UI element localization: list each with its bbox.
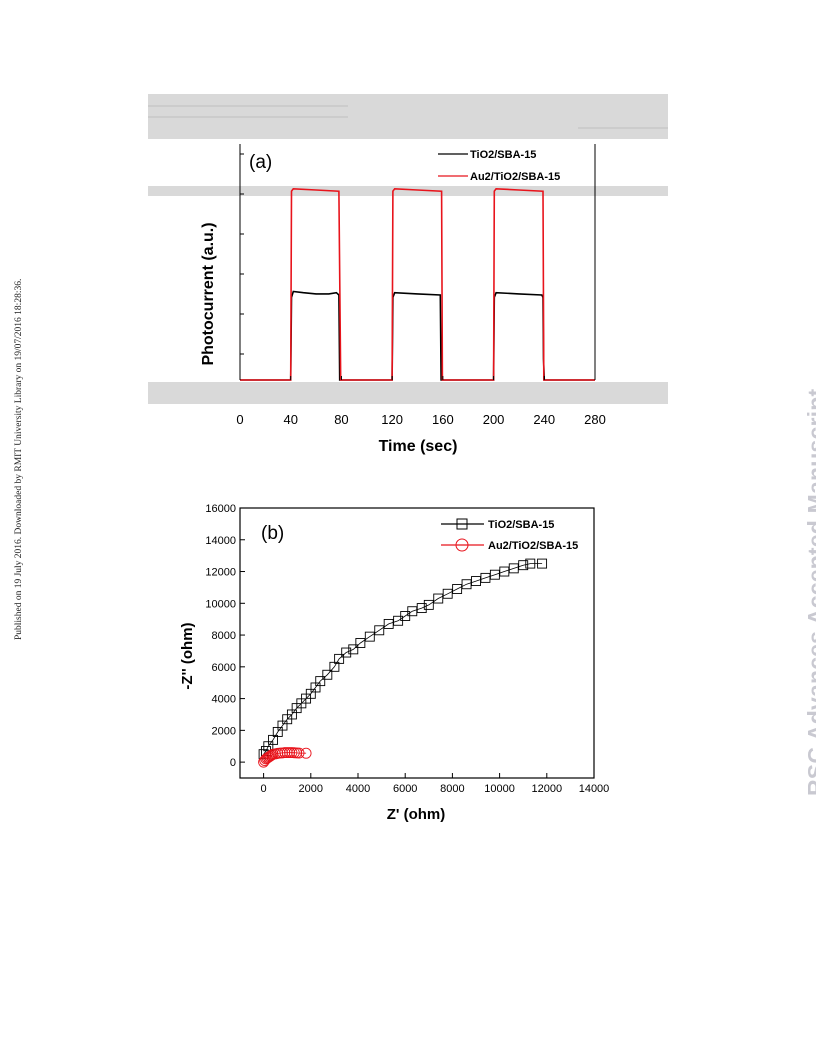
series-line-au — [240, 187, 595, 381]
x-tick-label-b: 10000 — [484, 783, 515, 795]
legend-label-au: Au2/TiO2/SBA-15 — [470, 171, 560, 183]
series-line-tio2 — [240, 290, 595, 381]
y-tick-label-b: 0 — [230, 757, 236, 769]
manuscript-watermark: RSC Advances Accepted Manuscript — [803, 388, 816, 796]
data-point-au — [293, 747, 305, 759]
y-tick-label-b: 6000 — [212, 662, 236, 674]
x-axis-label-a: Time (sec) — [379, 438, 458, 455]
x-tick-label-b: 4000 — [346, 783, 370, 795]
data-point-tio2 — [416, 603, 427, 614]
chart-a-svg: 0 40 80 120 160 200 240 280 (a) TiO2/SBA-15 Au2… — [148, 94, 668, 455]
x-tick-label-a: 80 — [334, 412, 348, 427]
data-point-tio2 — [341, 647, 352, 658]
x-tick-label-b: 8000 — [440, 783, 464, 795]
x-tick-label-a: 40 — [283, 412, 297, 427]
data-point-tio2 — [374, 625, 385, 636]
scan-band-bottom — [148, 382, 668, 404]
publication-notice: Published on 19 July 2016. Downloaded by… — [14, 278, 24, 640]
data-point-tio2 — [423, 599, 434, 610]
data-point-tio2 — [518, 560, 529, 571]
data-point-tio2 — [364, 631, 375, 642]
data-point-au — [300, 747, 312, 759]
data-point-tio2 — [348, 644, 359, 655]
x-tick-label-b: 6000 — [393, 783, 417, 795]
data-point-tio2 — [334, 653, 345, 664]
data-point-au — [279, 747, 291, 759]
x-tick-label-a: 0 — [236, 412, 243, 427]
y-axis-label-b: -Z'' (ohm) — [179, 622, 196, 689]
series-line-tio2-b — [263, 563, 543, 755]
y-tick-label-b: 12000 — [205, 567, 236, 579]
scan-band-mid — [148, 186, 668, 196]
y-tick-label-b: 10000 — [205, 598, 236, 610]
legend-marker-circle — [455, 538, 469, 552]
x-tick-label-a: 200 — [483, 412, 505, 427]
data-point-tio2 — [315, 676, 326, 687]
y-tick-label-b: 4000 — [212, 694, 236, 706]
data-point-tio2 — [537, 558, 548, 569]
chart-a: 0 40 80 120 160 200 240 280 (a) TiO2/SBA-15 Au2… — [148, 94, 668, 466]
chart-b: 0 2000 4000 6000 8000 10000 12000 14000 0 2000 400… — [148, 492, 618, 828]
x-tick-label-a: 240 — [533, 412, 555, 427]
y-tick-label-b: 16000 — [205, 503, 236, 515]
y-tick-label-b: 14000 — [205, 535, 236, 547]
data-point-tio2 — [525, 558, 536, 569]
legend-label-au-b: Au2/TiO2/SBA-15 — [488, 540, 578, 552]
y-axis-label-a: Photocurrent (a.u.) — [200, 222, 217, 365]
x-tick-label-b: 2000 — [299, 783, 323, 795]
panel-label-a: (a) — [249, 152, 272, 173]
data-point-au — [284, 747, 296, 759]
y-tick-label-b: 2000 — [212, 725, 236, 737]
chart-b-svg: 0 2000 4000 6000 8000 10000 12000 14000 0 2000 400… — [179, 503, 610, 823]
legend-label-tio2: TiO2/SBA-15 — [470, 149, 536, 161]
data-point-tio2 — [355, 638, 366, 648]
y-tick-label-b: 8000 — [212, 630, 236, 642]
x-tick-label-b: 14000 — [579, 783, 610, 795]
x-tick-label-a: 120 — [381, 412, 403, 427]
legend-label-tio2-b: TiO2/SBA-15 — [488, 519, 554, 531]
plot-frame-b — [239, 507, 595, 779]
x-axis-label-b: Z' (ohm) — [387, 806, 446, 823]
panel-label-b: (b) — [261, 523, 284, 544]
data-point-tio2 — [322, 669, 333, 680]
data-point-au — [281, 747, 293, 759]
x-tick-label-b: 12000 — [532, 783, 563, 795]
x-tick-label-a: 280 — [584, 412, 606, 427]
x-tick-label-b: 0 — [261, 783, 267, 795]
x-tick-label-a: 160 — [432, 412, 454, 427]
legend-marker-square — [456, 518, 468, 530]
